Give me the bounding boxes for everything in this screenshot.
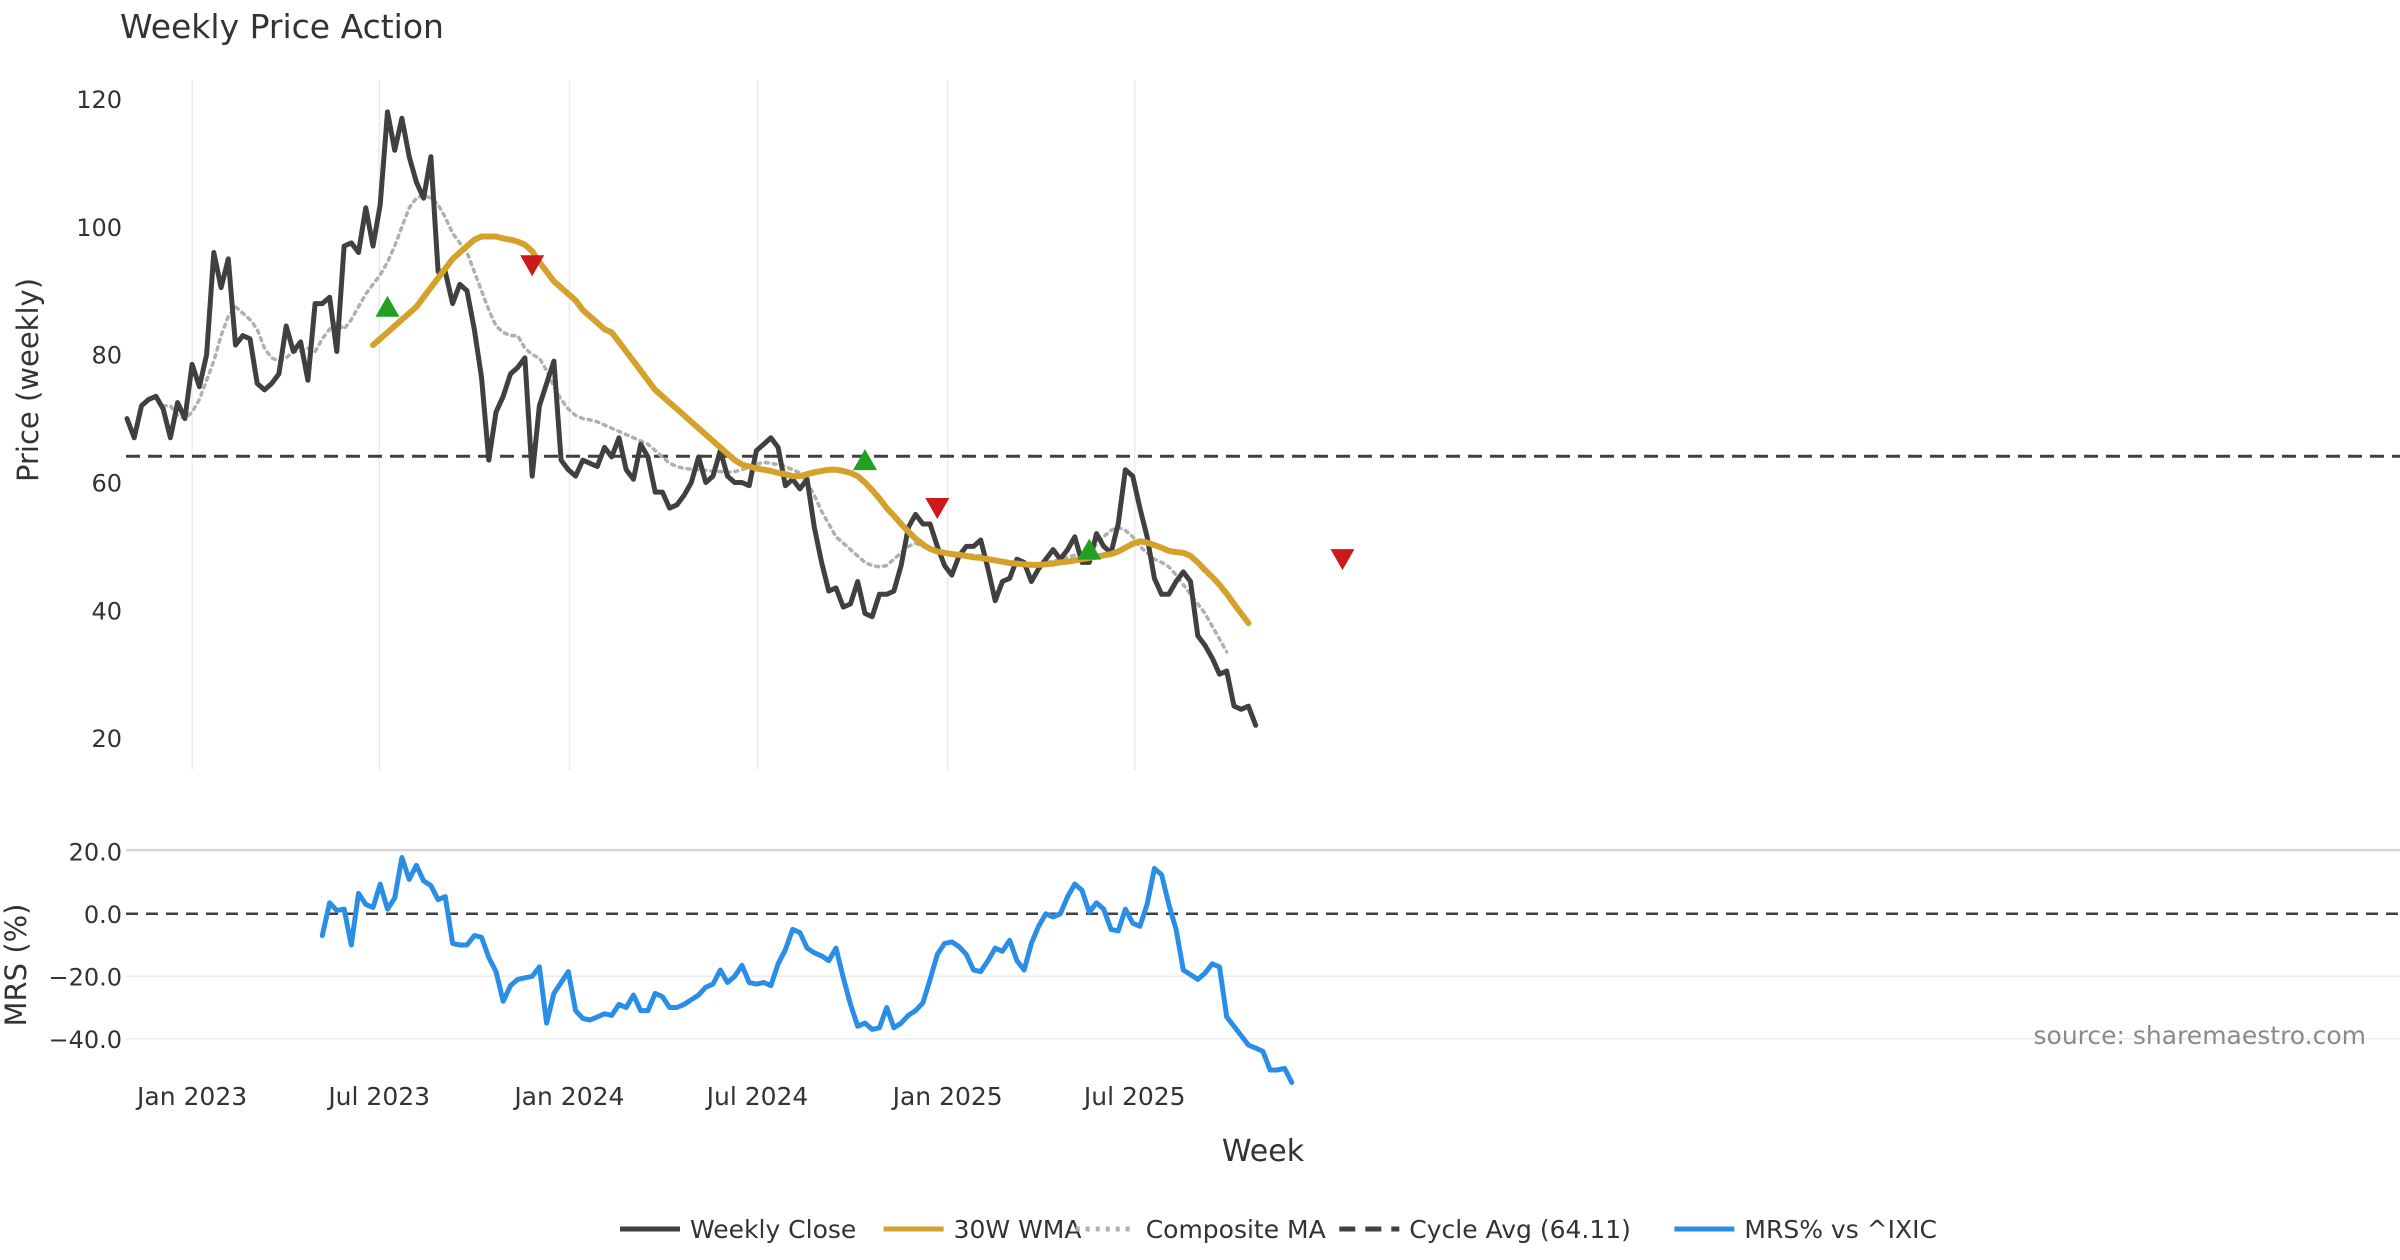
- legend-label: Cycle Avg (64.11): [1409, 1215, 1631, 1244]
- series-weekly-close: [124, 109, 1259, 728]
- x-tick-label: Jul 2024: [705, 1082, 809, 1111]
- mrs-y-tick: −20.0: [48, 963, 122, 991]
- legend-label: Composite MA: [1146, 1215, 1326, 1244]
- price-y-tick: 80: [91, 342, 122, 370]
- legend-label: Weekly Close: [690, 1215, 856, 1244]
- price-y-tick: 100: [76, 214, 122, 242]
- buy-signal-marker: [1077, 538, 1102, 560]
- source-annotation: source: sharemaestro.com: [2034, 1021, 2367, 1050]
- x-tick-label: Jul 2025: [1082, 1082, 1186, 1111]
- legend-label: 30W WMA: [954, 1215, 1082, 1244]
- price-y-tick: 20: [91, 725, 122, 753]
- x-tick-label: Jul 2023: [326, 1082, 430, 1111]
- sell-signal-marker: [925, 498, 950, 520]
- buy-signal-marker: [375, 295, 400, 317]
- x-axis-label: Week: [1222, 1134, 1305, 1169]
- mrs-y-tick: 20.0: [69, 838, 122, 866]
- x-tick-label: Jan 2023: [135, 1082, 247, 1111]
- legend-label: MRS% vs ^IXIC: [1744, 1215, 1937, 1244]
- x-tick-label: Jan 2024: [512, 1082, 624, 1111]
- series-mrs-vs-ixic: [319, 855, 1295, 1085]
- x-tick-label: Jan 2025: [891, 1082, 1003, 1111]
- price-y-tick: 60: [91, 470, 122, 498]
- price-y-tick: 120: [76, 86, 122, 114]
- chart-title: Weekly Price Action: [120, 7, 444, 46]
- price-y-tick: 40: [91, 597, 122, 625]
- sell-signal-marker: [520, 255, 545, 277]
- buy-signal-marker: [852, 449, 877, 471]
- mrs-y-tick: 0.0: [84, 901, 122, 929]
- series-30w-wma: [370, 233, 1252, 627]
- mrs-y-label: MRS (%): [0, 904, 33, 1027]
- price-y-label: Price (weekly): [11, 278, 45, 482]
- mrs-y-tick: −40.0: [48, 1026, 122, 1054]
- sell-signal-marker: [1330, 549, 1355, 571]
